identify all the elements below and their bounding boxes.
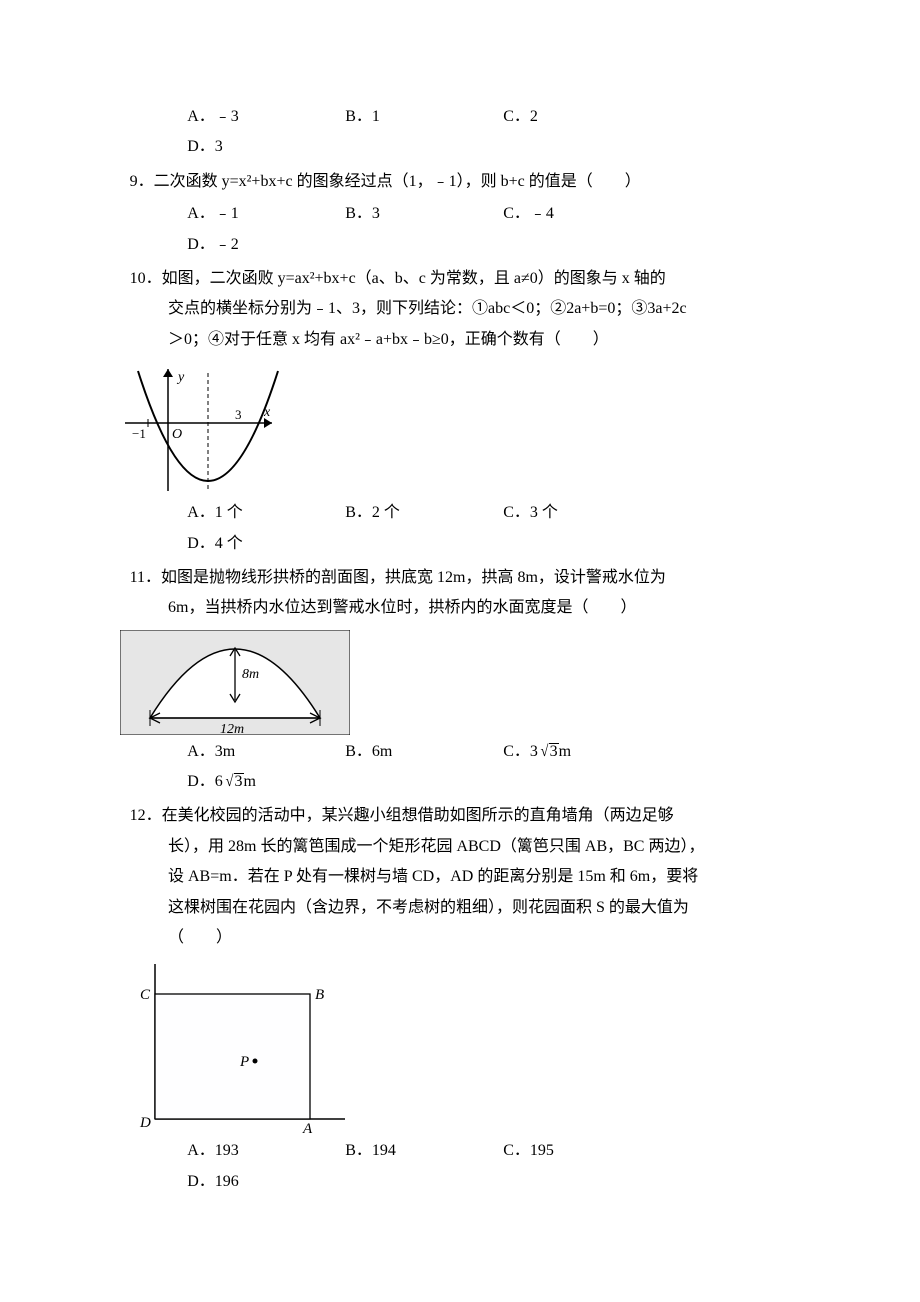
option-d-post: m: [244, 773, 256, 790]
option-d: D．6√3m: [187, 767, 345, 797]
rectangle-garden-diagram: P C B D A: [120, 959, 360, 1134]
label-A: A: [302, 1121, 313, 1134]
question-12-stem-3: 设 AB=m．若在 P 处有一棵树与墙 CD，AD 的距离分别是 15m 和 6…: [120, 862, 800, 892]
question-11-stem-1: 11．如图是抛物线形拱桥的剖面图，拱底宽 12m，拱高 8m，设计警戒水位为: [130, 563, 800, 593]
question-9-options: A．﹣1 B．3 C．﹣4 D．﹣2: [120, 199, 800, 260]
question-10-options: A．1 个 B．2 个 C．3 个 D．4 个: [120, 498, 800, 559]
option-c: C．2: [503, 102, 661, 132]
option-a: A．﹣3: [187, 102, 345, 132]
option-b: B．1: [345, 102, 503, 132]
question-9-stem: 9．二次函数 y=x²+bx+c 的图象经过点（1，﹣1），则 b+c 的值是（…: [130, 167, 800, 197]
question-top-options: A．﹣3 B．1 C．2 D．3: [120, 102, 800, 163]
label-D: D: [139, 1115, 151, 1131]
question-12-stem-5: （ ）: [120, 923, 800, 953]
parabola-diagram: y x −1 O 3: [120, 361, 285, 496]
option-c: C．﹣4: [503, 199, 661, 229]
option-d: D．3: [187, 132, 345, 162]
option-d: D．4 个: [187, 529, 345, 559]
y-axis-label: y: [176, 370, 185, 385]
option-c-pre: C．3: [503, 743, 538, 760]
x-axis-label: x: [263, 405, 271, 420]
question-11: 11．如图是抛物线形拱桥的剖面图，拱底宽 12m，拱高 8m，设计警戒水位为 6…: [120, 563, 800, 798]
question-11-figure: 8m 12m: [120, 630, 800, 735]
option-d: D．196: [187, 1167, 345, 1197]
tick-left: −1: [132, 426, 146, 441]
tick-right: 3: [235, 407, 242, 422]
arch-bridge-diagram: 8m 12m: [120, 630, 350, 735]
question-10: 10．如图，二次函败 y=ax²+bx+c（a、b、c 为常数，且 a≠0）的图…: [120, 264, 800, 559]
option-b: B．194: [345, 1136, 503, 1166]
option-row: A．﹣3 B．1 C．2 D．3: [120, 102, 800, 163]
option-a: A．1 个: [187, 498, 345, 528]
sqrt-icon: √3: [223, 767, 244, 797]
question-11-options: A．3m B．6m C．3√3m D．6√3m: [120, 737, 800, 798]
question-10-stem-3: ＞0；④对于任意 x 均有 ax²﹣a+bx﹣b≥0，正确个数有（ ）: [120, 325, 800, 355]
option-a: A．3m: [187, 737, 345, 767]
option-b: B．2 个: [345, 498, 503, 528]
question-10-stem-1: 10．如图，二次函败 y=ax²+bx+c（a、b、c 为常数，且 a≠0）的图…: [130, 264, 800, 294]
question-12-stem-2: 长），用 28m 长的篱笆围成一个矩形花园 ABCD（篱笆只围 AB，BC 两边…: [120, 832, 800, 862]
height-label: 8m: [242, 667, 259, 682]
label-C: C: [140, 987, 151, 1003]
question-12-stem-4: 这棵树围在花园内（含边界，不考虑树的粗细），则花园面积 S 的最大值为: [120, 893, 800, 923]
question-9: 9．二次函数 y=x²+bx+c 的图象经过点（1，﹣1），则 b+c 的值是（…: [120, 167, 800, 260]
option-a: A．﹣1: [187, 199, 345, 229]
question-12-figure: P C B D A: [120, 959, 800, 1134]
question-12-options: A．193 B．194 C．195 D．196: [120, 1136, 800, 1197]
sqrt-icon: √3: [538, 737, 559, 767]
option-c: C．3 个: [503, 498, 661, 528]
option-c-post: m: [559, 743, 571, 760]
label-P: P: [239, 1054, 249, 1070]
question-11-stem-2: 6m，当拱桥内水位达到警戒水位时，拱桥内的水面宽度是（ ）: [120, 593, 800, 623]
origin-label: O: [172, 427, 182, 442]
option-d-pre: D．6: [187, 773, 223, 790]
question-10-stem-2: 交点的横坐标分别为﹣1、3，则下列结论：①abc＜0；②2a+b=0；③3a+2…: [120, 294, 800, 324]
option-c: C．195: [503, 1136, 661, 1166]
option-a: A．193: [187, 1136, 345, 1166]
option-b: B．3: [345, 199, 503, 229]
width-label: 12m: [220, 722, 244, 735]
question-10-figure: y x −1 O 3: [120, 361, 800, 496]
option-c: C．3√3m: [503, 737, 661, 767]
label-B: B: [315, 987, 324, 1003]
option-b: B．6m: [345, 737, 503, 767]
option-d: D．﹣2: [187, 230, 345, 260]
question-12-stem-1: 12．在美化校园的活动中，某兴趣小组想借助如图所示的直角墙角（两边足够: [130, 801, 800, 831]
question-12: 12．在美化校园的活动中，某兴趣小组想借助如图所示的直角墙角（两边足够 长），用…: [120, 801, 800, 1197]
